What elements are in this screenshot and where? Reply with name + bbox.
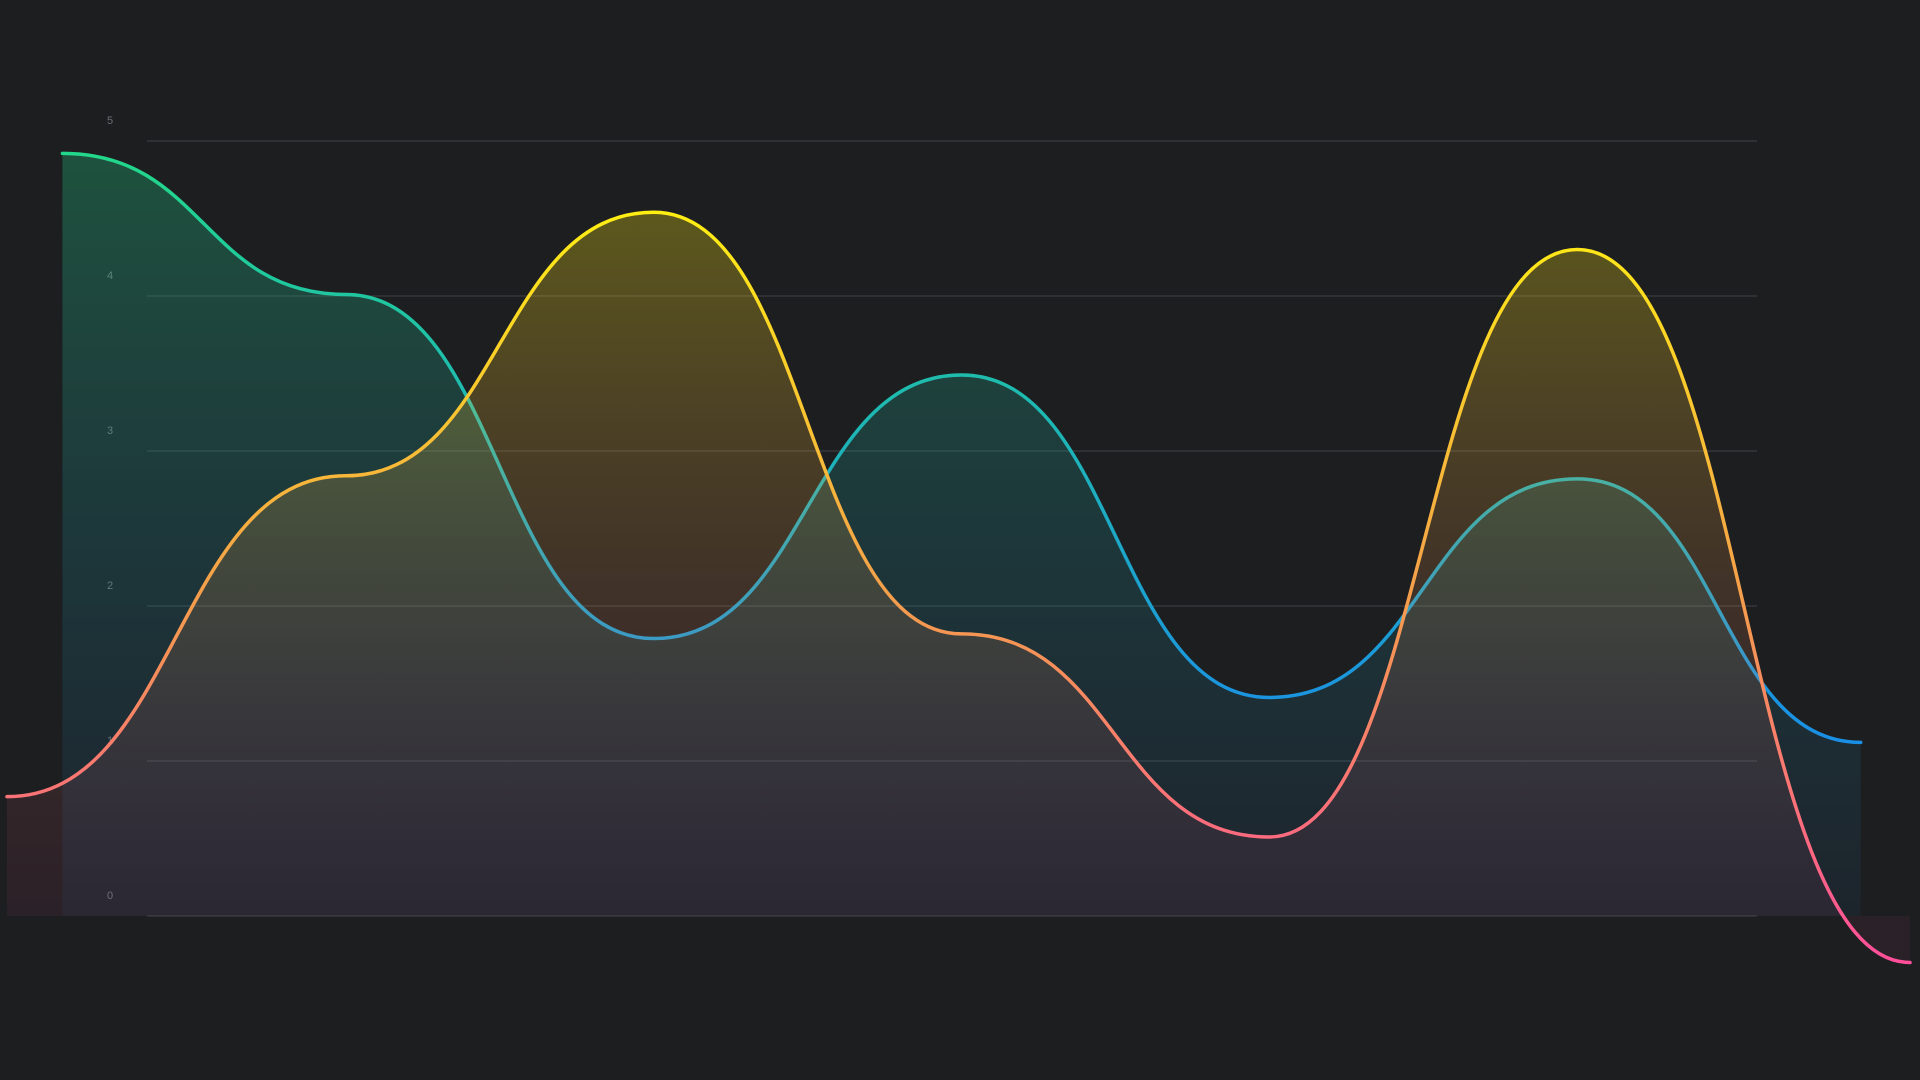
series-line <box>5 210 1912 965</box>
y-tick-label: 5 <box>107 115 113 127</box>
series-area <box>7 212 1910 963</box>
